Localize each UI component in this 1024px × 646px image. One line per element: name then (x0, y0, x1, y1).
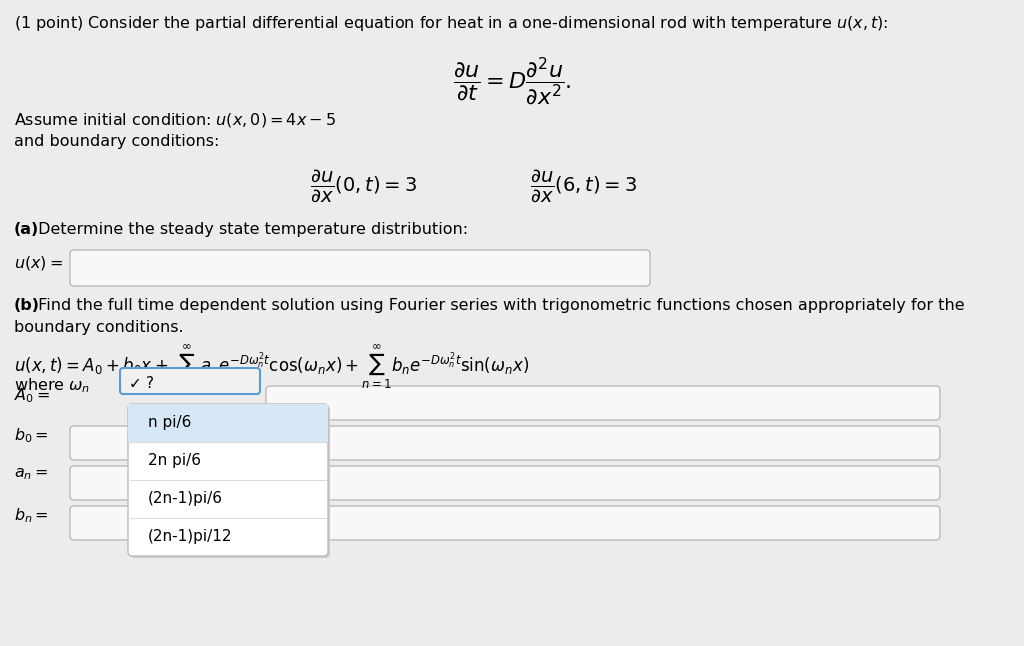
Text: n pi/6: n pi/6 (148, 415, 191, 430)
Text: boundary conditions.: boundary conditions. (14, 320, 183, 335)
FancyBboxPatch shape (120, 368, 260, 394)
Text: Assume initial condition: $u(x, 0) = 4x - 5$: Assume initial condition: $u(x, 0) = 4x … (14, 111, 336, 129)
Text: $\checkmark$ ?: $\checkmark$ ? (128, 375, 155, 391)
Text: and boundary conditions:: and boundary conditions: (14, 134, 219, 149)
Text: $\dfrac{\partial u}{\partial x}(0, t) = 3$: $\dfrac{\partial u}{\partial x}(0, t) = … (310, 168, 417, 204)
Text: (2n-1)pi/6: (2n-1)pi/6 (148, 492, 223, 506)
Text: (b): (b) (14, 298, 40, 313)
Bar (128, 404, 328, 442)
FancyBboxPatch shape (266, 386, 940, 420)
FancyBboxPatch shape (70, 466, 940, 500)
Text: 2n pi/6: 2n pi/6 (148, 453, 201, 468)
FancyBboxPatch shape (128, 404, 328, 556)
Text: $\dfrac{\partial u}{\partial x}(6, t) = 3$: $\dfrac{\partial u}{\partial x}(6, t) = … (530, 168, 637, 204)
Text: (2n-1)pi/12: (2n-1)pi/12 (148, 530, 232, 545)
Text: $b_n =$: $b_n =$ (14, 506, 48, 525)
Text: (a): (a) (14, 222, 39, 237)
FancyBboxPatch shape (70, 506, 940, 540)
Text: $a_n =$: $a_n =$ (14, 466, 48, 482)
FancyBboxPatch shape (70, 250, 650, 286)
Text: $u(x) =$: $u(x) =$ (14, 254, 62, 272)
FancyBboxPatch shape (130, 406, 330, 558)
Text: $u(x, t) = A_0 + b_0x + \sum_{n=1}^{\infty} a_ne^{-D\omega_n^2 t}\cos(\omega_n x: $u(x, t) = A_0 + b_0x + \sum_{n=1}^{\inf… (14, 342, 529, 391)
FancyBboxPatch shape (70, 426, 940, 460)
Text: Determine the steady state temperature distribution:: Determine the steady state temperature d… (33, 222, 468, 237)
Text: $A_0 =$: $A_0 =$ (14, 386, 50, 404)
Text: $\dfrac{\partial u}{\partial t} = D\dfrac{\partial^2 u}{\partial x^2}.$: $\dfrac{\partial u}{\partial t} = D\dfra… (453, 56, 571, 109)
Text: (1 point) Consider the partial differential equation for heat in a one-dimension: (1 point) Consider the partial different… (14, 14, 889, 33)
Text: Find the full time dependent solution using Fourier series with trigonometric fu: Find the full time dependent solution us… (33, 298, 965, 313)
Text: $b_0 =$: $b_0 =$ (14, 426, 48, 444)
Text: where $\omega_n$: where $\omega_n$ (14, 376, 90, 395)
